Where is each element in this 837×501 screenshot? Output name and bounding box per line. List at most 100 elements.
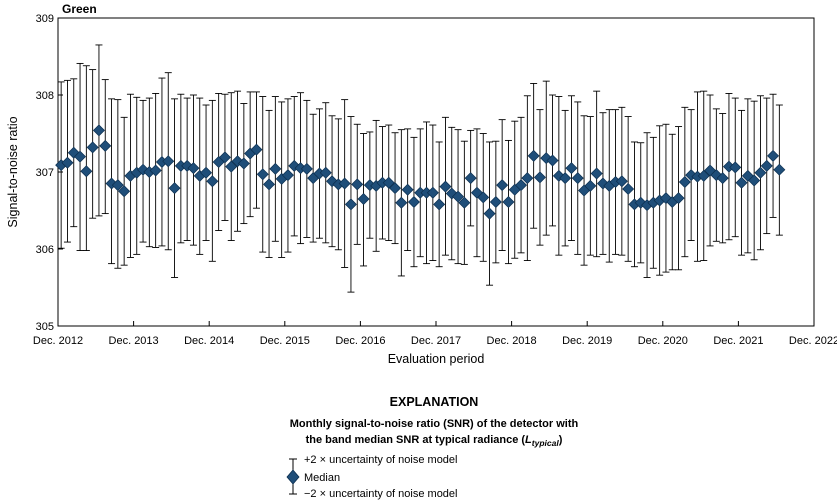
y-tick-label: 305 [36, 321, 54, 333]
median-marker [237, 157, 250, 170]
median-marker [452, 190, 465, 203]
median-marker [256, 168, 269, 181]
median-marker [760, 159, 773, 172]
median-marker [111, 179, 124, 192]
median-marker [200, 166, 213, 179]
median-marker [571, 172, 584, 185]
median-marker [502, 196, 515, 209]
median-marker [263, 178, 276, 191]
median-marker [92, 124, 105, 137]
median-marker [716, 172, 729, 185]
median-marker [565, 162, 578, 175]
median-marker [489, 196, 502, 209]
x-tick-label: Dec. 2016 [335, 335, 385, 347]
median-marker [433, 198, 446, 211]
x-tick-label: Dec. 2019 [562, 335, 612, 347]
x-tick-label: Dec. 2020 [638, 335, 688, 347]
median-marker [281, 169, 294, 182]
median-marker [622, 182, 635, 195]
median-marker [389, 182, 402, 195]
explanation-description-line-2: the band median SNR at typical radiance … [306, 434, 563, 448]
median-marker [483, 207, 496, 220]
median-marker [697, 169, 710, 182]
median-marker [678, 176, 691, 189]
median-marker [533, 171, 546, 184]
x-tick-label: Dec. 2012 [33, 335, 83, 347]
x-tick-label: Dec. 2021 [713, 335, 763, 347]
median-marker [401, 183, 414, 196]
y-tick-label: 307 [36, 167, 54, 179]
legend-median-marker [286, 469, 300, 485]
y-axis-title: Signal-to-noise ratio [6, 116, 20, 227]
median-marker [351, 178, 364, 191]
median-marker [521, 172, 534, 185]
y-axis: 305 306 307 308 309 [36, 13, 63, 333]
median-marker [118, 185, 131, 198]
median-marker [407, 196, 420, 209]
median-marker [729, 161, 742, 174]
median-marker [559, 172, 572, 185]
median-marker [748, 174, 761, 187]
x-tick-label: Dec. 2018 [487, 335, 537, 347]
median-marker [773, 163, 786, 176]
median-marker [225, 160, 238, 173]
error-bars [57, 44, 783, 293]
median-marker [584, 179, 597, 192]
x-tick-label: Dec. 2014 [184, 335, 234, 347]
explanation-description-line-1: Monthly signal-to-noise ratio (SNR) of t… [290, 418, 579, 430]
median-marker [395, 196, 408, 209]
median-marker [218, 151, 231, 164]
legend-symbol [286, 458, 300, 495]
y-tick-label: 309 [36, 13, 54, 25]
median-marker [439, 180, 452, 193]
median-marker [382, 176, 395, 189]
median-marker [344, 198, 357, 211]
median-marker [74, 150, 87, 163]
median-marker [99, 139, 112, 152]
median-marker [149, 164, 162, 177]
median-marker [168, 182, 181, 195]
median-marker [187, 162, 200, 175]
panel-label: Green [62, 2, 97, 16]
y-tick-label: 306 [36, 244, 54, 256]
median-marker [527, 149, 540, 162]
y-tick-label: 308 [36, 90, 54, 102]
median-marker [615, 175, 628, 188]
median-marker [80, 165, 93, 178]
median-marker [464, 172, 477, 185]
legend-lower-label: −2 × uncertainty of noise model [304, 488, 457, 500]
median-marker [86, 141, 99, 154]
legend-median-label: Median [304, 472, 340, 484]
median-marker [338, 177, 351, 190]
x-axis-title: Evaluation period [388, 352, 485, 366]
median-marker [496, 179, 509, 192]
median-marker [319, 166, 332, 179]
median-marker [162, 155, 175, 168]
x-tick-label: Dec. 2015 [260, 335, 310, 347]
median-marker [300, 162, 313, 175]
median-marker [250, 143, 263, 156]
median-marker [546, 154, 559, 167]
median-markers [55, 124, 786, 220]
x-axis: Dec. 2012 Dec. 2013 Dec. 2014 Dec. 2015 Dec.… [33, 321, 837, 347]
median-marker [269, 162, 282, 175]
explanation-title: EXPLANATION [390, 395, 479, 409]
median-marker [735, 176, 748, 189]
median-marker [477, 191, 490, 204]
median-marker [458, 196, 471, 209]
legend-upper-label: +2 × uncertainty of noise model [304, 454, 457, 466]
median-marker [357, 192, 370, 205]
x-tick-label: Dec. 2022 [789, 335, 837, 347]
median-marker [767, 149, 780, 162]
median-marker [590, 167, 603, 180]
median-marker [206, 175, 219, 188]
median-marker [672, 192, 685, 205]
median-marker [515, 179, 528, 192]
x-tick-label: Dec. 2013 [109, 335, 159, 347]
median-marker [426, 186, 439, 199]
median-marker [754, 166, 767, 179]
median-marker [61, 156, 74, 169]
plot-frame [57, 17, 815, 327]
x-tick-label: Dec. 2017 [411, 335, 461, 347]
